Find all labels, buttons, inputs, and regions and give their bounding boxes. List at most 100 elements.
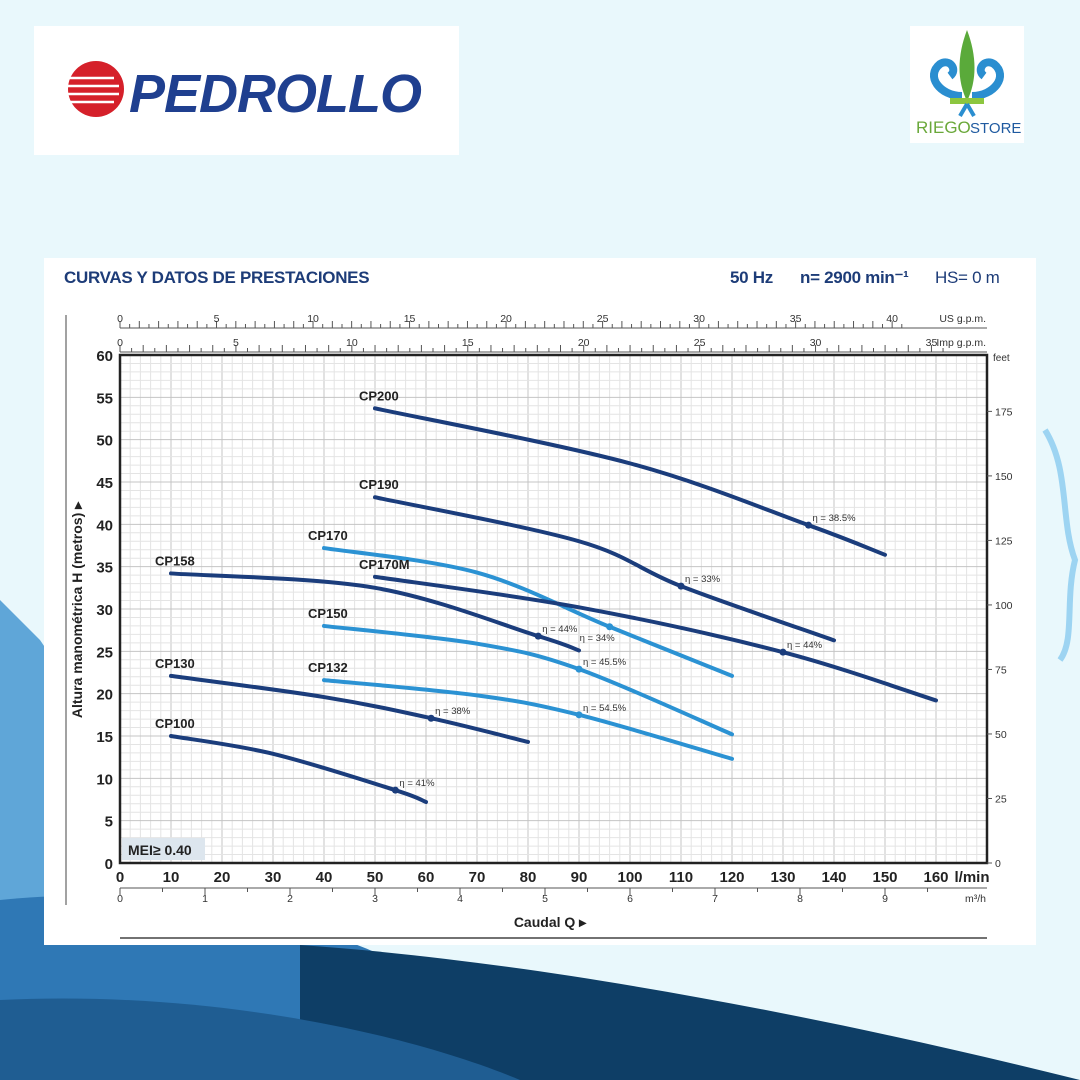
curve-label-cp158: CP158: [155, 553, 195, 568]
y-tick-label: 50: [96, 433, 113, 450]
curve-cp100: [169, 734, 428, 805]
y-tick-label: 40: [96, 517, 113, 534]
us-gpm-axis-tick-label: 10: [307, 313, 319, 325]
curve-cp200: [373, 406, 887, 557]
x-tick-label: 110: [669, 869, 693, 886]
imp-gpm-axis-tick-label: 15: [462, 337, 474, 349]
feet-unit-label: feet: [993, 353, 1010, 364]
m3h-axis-tick-label: 3: [372, 893, 378, 905]
efficiency-point-cp190: [677, 582, 685, 590]
efficiency-point-cp150: [575, 665, 583, 673]
m3h-axis-tick-label: 7: [712, 893, 718, 905]
feet-tick-label: 25: [995, 793, 1007, 805]
imp-gpm-axis-tick-label: 10: [346, 337, 358, 349]
us-gpm-axis-tick-label: 35: [790, 313, 802, 325]
curve-label-cp132: CP132: [308, 660, 348, 675]
mei-badge: [122, 838, 205, 860]
curve-label-cp130: CP130: [155, 656, 195, 671]
efficiency-point-cp170: [606, 623, 614, 631]
imp-gpm-axis-unit-label: Imp g.p.m.: [936, 337, 986, 349]
imp-gpm-axis-tick-label: 25: [694, 337, 706, 349]
m3h-axis-tick-label: 0: [117, 893, 123, 905]
curve-label-cp190: CP190: [359, 477, 399, 492]
feet-tick-label: 175: [995, 406, 1013, 418]
efficiency-label-cp170m: η = 44%: [787, 640, 823, 651]
us-gpm-axis-tick-label: 5: [214, 313, 220, 325]
us-gpm-axis-unit-label: US g.p.m.: [939, 313, 986, 325]
x-tick-label: 80: [520, 869, 537, 886]
riego-store-logo: RIEGO STORE: [910, 26, 1024, 143]
curve-cp158: [169, 571, 581, 653]
efficiency-point-cp130: [427, 714, 435, 722]
feet-tick-label: 100: [995, 600, 1013, 612]
curve-label-cp150: CP150: [308, 606, 348, 621]
chart-title: CURVAS Y DATOS DE PRESTACIONES: [64, 268, 370, 287]
pedrollo-logo: PEDROLLO: [34, 26, 459, 155]
x-tick-label: 140: [821, 869, 846, 886]
curve-cp150: [322, 623, 734, 737]
svg-text:PEDROLLO: PEDROLLO: [129, 64, 422, 124]
efficiency-point-cp158: [534, 632, 542, 640]
imp-gpm-axis-tick-label: 5: [233, 337, 239, 349]
curve-cp130: [169, 673, 530, 744]
efficiency-point-cp200: [805, 521, 812, 529]
curve-cp132: [322, 678, 734, 761]
efficiency-point-cp100: [391, 786, 399, 794]
us-gpm-axis-tick-label: 15: [404, 313, 416, 325]
m3h-axis-tick-label: 1: [202, 893, 208, 905]
x-tick-label: 120: [719, 869, 744, 886]
imp-gpm-axis-tick-label: 30: [810, 337, 822, 349]
m3h-axis-tick-label: 6: [627, 893, 633, 905]
m3h-axis-tick-label: 8: [797, 893, 803, 905]
y-tick-label: 25: [96, 644, 113, 661]
y-tick-label: 10: [96, 771, 113, 788]
x-axis-label: Caudal Q ▸: [514, 914, 587, 930]
curve-label-cp170m: CP170M: [359, 557, 410, 572]
us-gpm-axis-tick-label: 40: [886, 313, 898, 325]
feet-tick-label: 125: [995, 535, 1013, 547]
frequency-label: 50 Hz: [730, 268, 773, 287]
y-tick-label: 30: [96, 602, 113, 619]
x-tick-label: 70: [469, 869, 486, 886]
m3h-axis-tick-label: 5: [542, 893, 548, 905]
y-tick-label: 45: [96, 475, 113, 492]
x-tick-label: 40: [316, 869, 333, 886]
y-tick-label: 35: [96, 560, 113, 577]
curve-cp190: [373, 495, 836, 643]
curve-cp170m: [373, 574, 938, 703]
efficiency-label-cp100: η = 41%: [399, 778, 435, 789]
efficiency-label-cp170: η = 34%: [580, 633, 616, 644]
feet-tick-label: 0: [995, 858, 1001, 870]
mei-badge-text: MEI≥ 0.40: [128, 842, 192, 858]
efficiency-label-cp150: η = 45.5%: [583, 657, 627, 668]
x-unit-label: l/min: [954, 869, 989, 886]
m3h-axis-tick-label: 4: [457, 893, 463, 905]
y-tick-label: 55: [96, 390, 113, 407]
efficiency-label-cp132: η = 54.5%: [583, 703, 627, 714]
curve-label-cp170: CP170: [308, 528, 348, 543]
curve-label-cp100: CP100: [155, 716, 195, 731]
imp-gpm-axis-tick-label: 0: [117, 337, 123, 349]
us-gpm-axis-tick-label: 0: [117, 313, 123, 325]
y-axis-label: Altura manométrica H (metros) ▸: [69, 501, 85, 718]
x-tick-label: 100: [617, 869, 642, 886]
y-tick-label: 5: [105, 814, 113, 831]
x-tick-label: 60: [418, 869, 435, 886]
y-tick-label: 20: [96, 687, 113, 704]
hs-label: HS= 0 m: [935, 268, 1000, 287]
feet-tick-label: 75: [995, 664, 1007, 676]
x-tick-label: 30: [265, 869, 282, 886]
efficiency-point-cp132: [575, 711, 583, 719]
us-gpm-axis-tick-label: 25: [597, 313, 609, 325]
curve-cp170: [322, 546, 734, 678]
x-tick-label: 50: [367, 869, 384, 886]
curve-label-cp200: CP200: [359, 388, 399, 403]
efficiency-point-cp170m: [779, 648, 787, 656]
imp-gpm-axis-tick-label: 35: [926, 337, 938, 349]
us-gpm-axis-tick-label: 30: [693, 313, 705, 325]
x-tick-label: 130: [770, 869, 795, 886]
efficiency-label-cp200: η = 38.5%: [813, 513, 857, 524]
efficiency-label-cp130: η = 38%: [435, 706, 471, 717]
m3h-axis-tick-label: 2: [287, 893, 293, 905]
efficiency-label-cp158: η = 44%: [542, 624, 578, 635]
